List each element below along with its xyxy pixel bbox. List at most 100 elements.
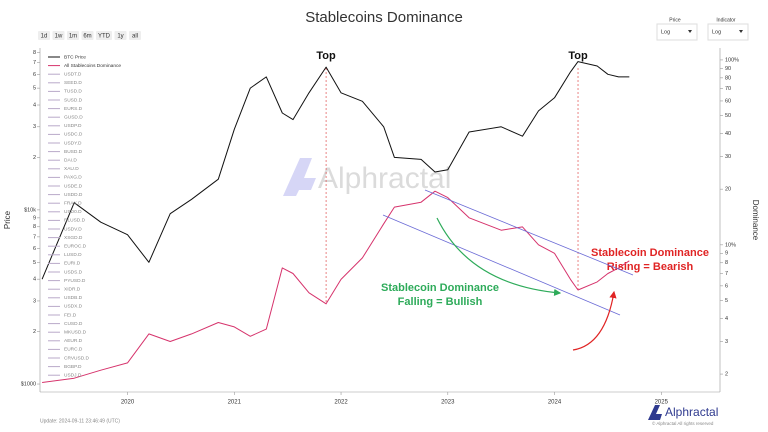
x-tick-label: 2023 [441,400,455,406]
legend-label[interactable]: SEED.D [64,80,82,86]
top-label: Top [568,50,588,62]
legend-label[interactable]: USDV.D [64,226,82,232]
y-tick-label: 8 [33,224,36,230]
dropdown[interactable] [656,23,698,41]
range-button[interactable] [129,31,141,40]
y2-tick-label: 20 [725,187,731,193]
legend-label[interactable]: USDS.D [64,269,83,275]
legend-label[interactable]: EUROC.D [64,243,87,249]
legend-label[interactable]: LUSD.D [64,252,82,258]
range-button-label[interactable]: 6m [83,34,91,40]
legend-label[interactable]: GUSD.D [64,114,83,120]
range-button-label[interactable]: all [132,34,138,40]
range-button-label[interactable]: 1m [69,34,77,40]
legend-label[interactable]: CRVUSD.D [64,355,90,361]
chart-title: Stablecoins Dominance [305,9,463,26]
controls: Price Log Indicator Log [656,17,749,41]
legend-label[interactable]: USDP.D [64,123,82,129]
legend-label[interactable]: USDE.D [64,183,83,189]
range-button[interactable] [52,31,65,40]
legend-label[interactable]: XIDR.D [64,286,81,292]
dropdown-caret[interactable] [739,30,743,33]
y2-tick-label: 80 [725,75,731,81]
note-text: Stablecoin Dominance [381,282,499,294]
y-axis-title: Price [3,210,12,229]
dropdown[interactable] [707,23,749,41]
legend-label[interactable]: EURS.D [64,106,83,112]
legend-label[interactable]: USDT.D [64,71,82,77]
arrow-rising [572,290,617,351]
legend-label[interactable]: BGBP.D [64,364,82,370]
range-button[interactable] [114,31,127,40]
y2-tick-label: 5 [725,298,728,304]
y2-tick-label: 70 [725,86,731,92]
legend-label[interactable]: SUSD.D [64,97,83,103]
dropdown-value[interactable]: Log [661,29,670,35]
watermark: Alphractal [283,158,451,196]
legend-label[interactable]: CUSD.D [64,321,83,327]
y2-tick-label: 40 [725,131,731,137]
range-button-label[interactable]: 1y [117,34,123,40]
note-text: Stablecoin Dominance [591,247,709,259]
legend-label[interactable]: USDY.D [64,140,82,146]
legend-label[interactable]: USDD.D [64,192,83,198]
legend-label[interactable]: USDX.D [64,304,83,310]
y-tick-label: 2 [33,329,36,335]
x-tick-label: 2025 [655,400,669,406]
legend-label[interactable]: RLUSD.D [64,218,86,224]
y2-tick-label: 90 [725,66,731,72]
legend-label[interactable]: MKUSD.D [64,329,87,335]
y-tick-label: $10k [24,207,36,213]
legend-label[interactable]: PAXG.D [64,175,82,181]
legend-label[interactable]: PYUSD.D [64,278,86,284]
legend-label[interactable]: All Stablecoins Dominance [64,63,121,69]
control-label: Price [669,17,681,23]
dropdown-caret[interactable] [688,30,692,33]
legend-label[interactable]: XAU.D [64,166,79,172]
control-label: Indicator [716,17,736,23]
watermark-text: Alphractal [318,162,451,195]
legend-label[interactable]: EURC.D [64,347,83,353]
y-tick-label: 9 [33,215,36,221]
range-button-label[interactable]: 1d [41,34,48,40]
x-tick-label: 2021 [228,400,242,406]
y2-tick-label: 6 [725,283,728,289]
legend-label[interactable]: XSGD.D [64,235,83,241]
range-button[interactable] [81,31,94,40]
dropdown-value[interactable]: Log [712,29,721,35]
legend-label[interactable]: AEUR.D [64,338,83,344]
legend-label[interactable]: BUSD.D [64,149,83,155]
arrow-falling [436,217,562,297]
legend-label[interactable]: DAI.D [64,157,77,163]
brand-logo [648,405,662,420]
legend-label[interactable]: TUSD.D [64,89,82,95]
legend-label[interactable]: FRAX.D [64,200,82,206]
range-button-label[interactable]: YTD [98,34,111,40]
y-tick-label: 7 [33,60,36,66]
brand-name: Alphractal [665,405,718,419]
legend-label[interactable]: USDC.D [64,132,83,138]
watermark-logo [283,158,316,196]
y2-tick-label: 4 [725,316,728,322]
legend-label[interactable]: USD0.D [64,209,82,215]
range-button[interactable] [38,31,50,40]
legend: BTC Price All Stablecoins Dominance USDT.D… [48,54,121,378]
y2-tick-label: 2 [725,372,728,378]
legend-label[interactable]: BTC Price [64,54,86,60]
range-button-label[interactable]: 1w [55,34,63,40]
y2-tick-label: 7 [725,271,728,277]
y2-tick-label: 60 [725,98,731,104]
legend-label[interactable]: USDB.D [64,295,83,301]
y-tick-label: 2 [33,155,36,161]
legend-label[interactable]: EURI.D [64,261,81,267]
series-line [42,190,630,383]
range-button[interactable] [96,31,112,40]
range-button[interactable] [67,31,79,40]
y2-axis-title: Dominance [751,200,760,241]
legend-label[interactable]: USDJ.D [64,372,82,378]
y-tick-label: $1000 [21,381,36,387]
y2-tick-label: 10% [725,242,736,248]
legend-label[interactable]: FEI.D [64,312,77,318]
